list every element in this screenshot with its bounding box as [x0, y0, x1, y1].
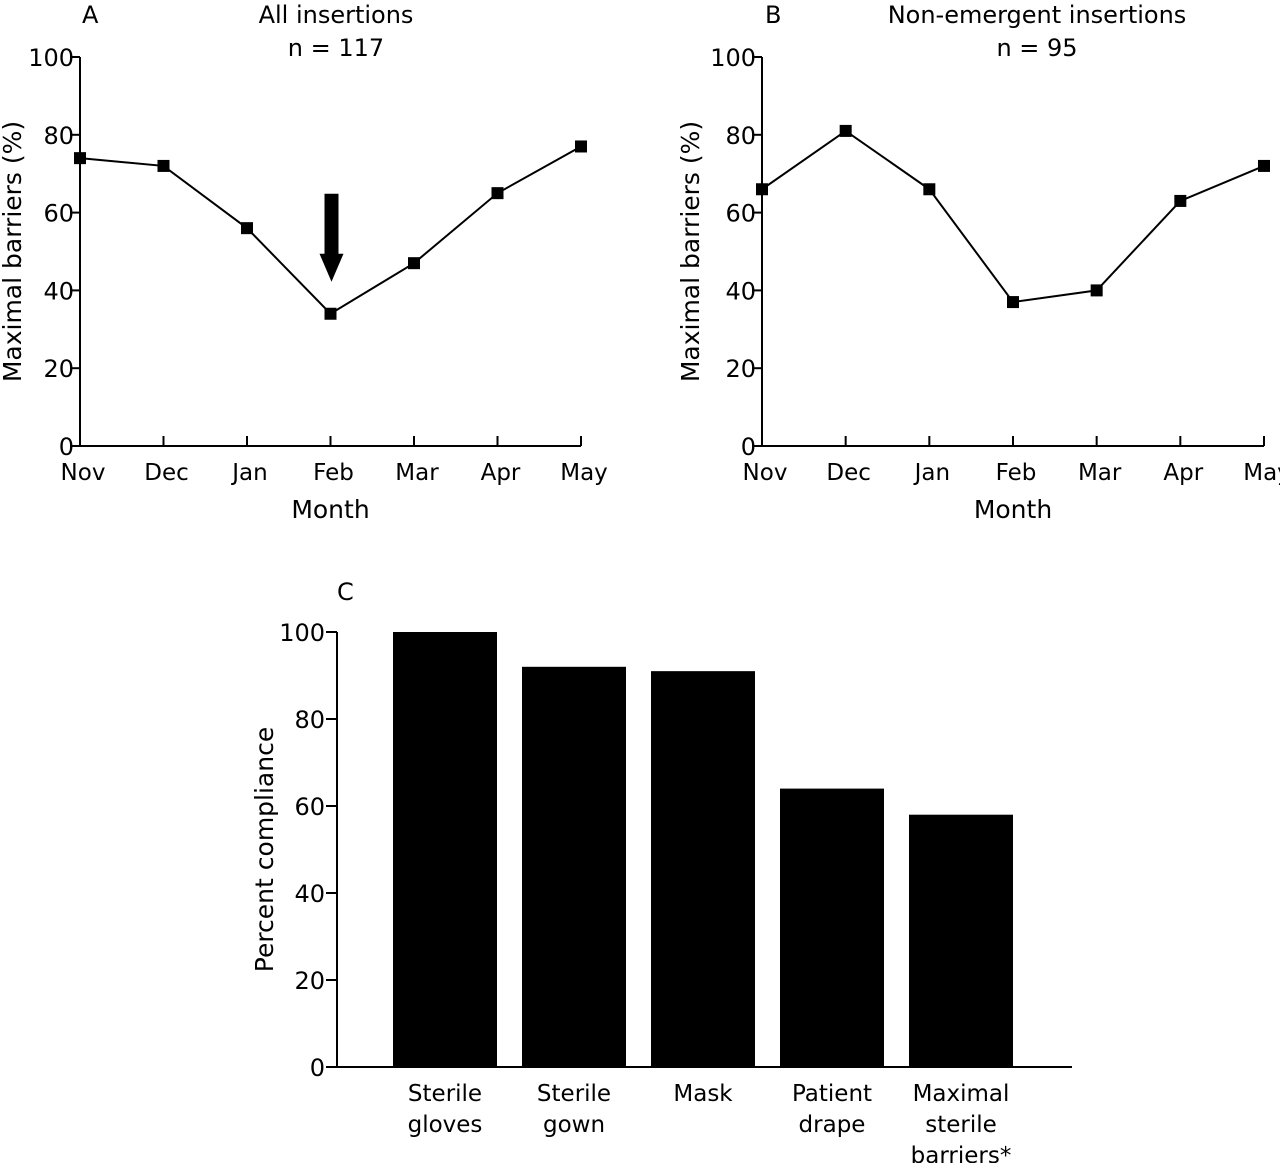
x-tick-label: Nov — [61, 460, 106, 486]
data-point-marker — [1174, 194, 1187, 207]
x-tick-label: Jan — [230, 460, 267, 486]
data-point-marker — [157, 159, 170, 172]
y-tick-label: 80 — [294, 706, 325, 734]
annotation-arrow — [319, 193, 344, 282]
x-tick-label-line: Patient — [792, 1081, 872, 1107]
x-tick-label: Apr — [481, 460, 521, 486]
x-tick-label: Mask — [673, 1081, 733, 1107]
data-point-marker — [491, 187, 504, 200]
x-tick-label-line: drape — [799, 1112, 866, 1138]
data-point-marker — [839, 124, 852, 137]
y-tick-label: 40 — [725, 277, 756, 305]
x-tick-label-line: gown — [543, 1112, 605, 1138]
x-tick-label: May — [1243, 460, 1280, 486]
y-tick-label: 40 — [294, 880, 325, 908]
x-axis-label: Month — [291, 495, 369, 524]
x-axis-label: Month — [974, 495, 1052, 524]
x-tick-label-line: barriers* — [911, 1143, 1012, 1163]
y-tick-label: 60 — [43, 200, 74, 228]
y-tick-label: 80 — [725, 122, 756, 150]
bar — [909, 814, 1013, 1067]
panel-label: B — [765, 1, 781, 29]
data-point-marker — [923, 183, 936, 196]
y-tick-label: 20 — [725, 355, 756, 383]
bar — [522, 666, 626, 1067]
x-tick-label-line: Mask — [673, 1081, 733, 1107]
y-tick-label: 100 — [279, 619, 325, 647]
data-point-marker — [1007, 296, 1019, 309]
chart-subtitle: n = 95 — [996, 34, 1077, 62]
y-tick-label: 0 — [310, 1054, 325, 1082]
x-tick-label-line: Sterile — [408, 1081, 482, 1107]
x-tick-label: Feb — [996, 460, 1037, 486]
data-point-marker — [74, 152, 86, 165]
x-tick-label: Apr — [1163, 460, 1203, 486]
y-tick-label: 20 — [43, 355, 74, 383]
panel-b-line-chart: B Non-emergent insertions n = 95 0 20 40 60 80 1… — [676, 1, 1280, 524]
x-tick-label: Dec — [144, 460, 189, 486]
x-tick-label: Mar — [1078, 460, 1122, 486]
panel-label: A — [82, 1, 99, 29]
series-line — [761, 129, 1265, 304]
y-tick-label: 60 — [294, 793, 325, 821]
x-tick-label: May — [560, 460, 608, 486]
bar — [780, 788, 884, 1067]
y-tick-label: 40 — [43, 277, 74, 305]
x-tick-label-line: sterile — [925, 1112, 997, 1138]
x-tick-label: Sterile gloves — [408, 1081, 483, 1138]
data-point-marker — [324, 307, 337, 320]
x-tick-label-line: Sterile — [537, 1081, 611, 1107]
chart-title: Non-emergent insertions — [888, 1, 1187, 29]
bar — [393, 632, 497, 1067]
data-point-marker — [756, 183, 768, 196]
x-tick-label: Patient drape — [792, 1081, 872, 1138]
y-tick-label: 80 — [43, 122, 74, 150]
x-tick-label: Feb — [313, 460, 354, 486]
x-tick-label: Sterile gown — [537, 1081, 611, 1138]
data-point-marker — [408, 257, 420, 270]
data-point-marker — [575, 140, 587, 153]
x-tick-label: Dec — [826, 460, 871, 486]
y-tick-label: 60 — [725, 200, 756, 228]
panel-label: C — [337, 578, 354, 606]
y-tick-label: 100 — [710, 44, 756, 72]
x-tick-label: Nov — [743, 460, 788, 486]
chart-subtitle: n = 117 — [288, 34, 384, 62]
y-tick-label: 0 — [59, 433, 74, 461]
y-tick-label: 0 — [741, 433, 756, 461]
y-axis-label: Maximal barriers (%) — [676, 121, 705, 382]
x-tick-label: Jan — [913, 460, 950, 486]
data-point-marker — [241, 222, 253, 235]
data-point-marker — [1258, 159, 1270, 172]
x-tick-label: Maximal sterile barriers* — [911, 1081, 1012, 1163]
y-axis-label: Maximal barriers (%) — [0, 121, 27, 382]
data-point-marker — [1090, 284, 1103, 297]
chart-title: All insertions — [259, 1, 414, 29]
x-tick-label-line: gloves — [408, 1112, 483, 1138]
panel-c-bar-chart: C 0 20 40 60 80 100 Percent compliance Sterile gl… — [250, 578, 1072, 1163]
y-tick-label: 100 — [28, 44, 74, 72]
x-tick-label-line: Maximal — [913, 1081, 1010, 1107]
x-tick-label: Mar — [395, 460, 439, 486]
y-tick-label: 20 — [294, 967, 325, 995]
panel-a-line-chart: A All insertions n = 117 0 20 40 60 80 100 Nov Dec… — [0, 1, 608, 524]
y-axis-label: Percent compliance — [250, 727, 279, 972]
bar — [651, 671, 755, 1067]
